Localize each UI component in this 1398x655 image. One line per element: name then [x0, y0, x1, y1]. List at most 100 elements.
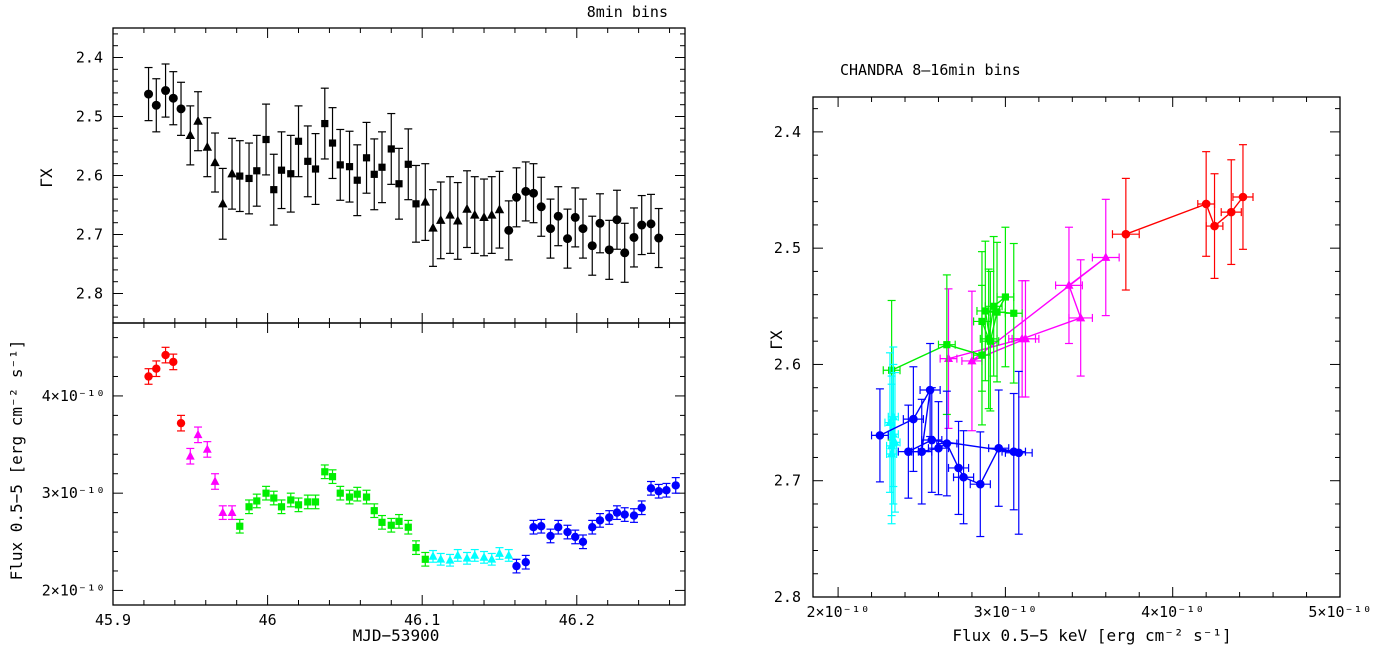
right-y-axis-title: ΓX [767, 330, 786, 350]
bottom-data-point [236, 522, 244, 530]
top-data-point [227, 168, 237, 178]
right-data-point [959, 472, 968, 482]
bottom-data-point [277, 503, 286, 511]
top-data-point [521, 186, 531, 196]
bottom-data-point [470, 550, 480, 559]
top-data-point [504, 225, 514, 235]
right-x-tick-label: 3×10⁻¹⁰ [974, 603, 1037, 621]
top-data-point [462, 203, 472, 213]
bottom-data-point [345, 493, 354, 501]
bottom-data-point [353, 490, 361, 498]
bottom-data-point [169, 357, 178, 367]
bottom-data-point [462, 553, 472, 562]
right-y-tick-label: 2.4 [774, 123, 801, 141]
bottom-data-point [529, 523, 538, 532]
bottom-y-axis-title: Flux 0.5−5 [erg cm⁻² s⁻¹] [7, 340, 26, 581]
right-data-point [978, 317, 986, 326]
top-data-point [202, 141, 213, 151]
bottom-data-point [637, 503, 646, 512]
left-chart-title: 8min bins [587, 3, 668, 21]
top-data-point [420, 196, 431, 206]
bottom-x-tick-label: 45.9 [95, 611, 131, 629]
bottom-data-point [436, 554, 446, 563]
bottom-x-tick-label: 46.1 [404, 611, 440, 629]
right-data-point [917, 447, 927, 456]
bottom-data-point [287, 496, 295, 504]
top-data-point [620, 248, 630, 258]
top-data-point [470, 209, 480, 219]
bottom-data-point [362, 493, 371, 501]
bottom-data-point [262, 489, 270, 497]
bottom-y-tick-label: 2×10⁻¹⁰ [42, 581, 105, 599]
right-data-point [1210, 221, 1219, 231]
bottom-data-point [245, 503, 253, 511]
top-data-point [595, 218, 605, 228]
bottom-data-point [202, 444, 212, 453]
bottom-data-point [521, 558, 530, 567]
bottom-data-point [495, 548, 504, 557]
bottom-data-point [210, 476, 220, 485]
right-data-point [943, 341, 951, 349]
right-y-tick-label: 2.8 [774, 588, 801, 606]
bottom-data-point [378, 518, 386, 526]
right-data-point [1064, 280, 1074, 289]
top-data-point [168, 93, 178, 103]
top-y-axis-title: ΓX [37, 168, 56, 188]
top-data-point [311, 165, 320, 173]
bottom-data-point [185, 451, 195, 460]
bottom-y-tick-label: 3×10⁻¹⁰ [42, 484, 105, 502]
top-y-tick-label: 2.7 [76, 226, 103, 244]
top-data-point [563, 234, 573, 244]
top-data-point [528, 188, 538, 198]
bottom-data-point [270, 494, 278, 502]
top-data-point [546, 224, 556, 234]
top-data-point [412, 200, 420, 208]
right-series-line [879, 389, 1019, 486]
right-data-point [994, 443, 1004, 453]
top-data-point [404, 160, 412, 168]
bottom-data-point [161, 350, 170, 360]
top-data-point [362, 154, 371, 162]
bottom-data-point [152, 364, 161, 373]
right-data-point [904, 447, 913, 456]
right-data-point [1014, 448, 1024, 458]
top-data-point [494, 204, 505, 214]
top-data-point [277, 166, 286, 174]
right-x-tick-label: 2×10⁻¹⁰ [806, 603, 869, 621]
top-data-point [387, 145, 395, 153]
right-data-point [967, 355, 977, 365]
right-data-point [1076, 312, 1086, 322]
gamma-vs-flux-panel: 2×10⁻¹⁰ 3×10⁻¹⁰ 4×10⁻¹⁰ 5×10⁻¹⁰ 2.4 2.5 2.6 2.7… [774, 96, 1372, 621]
bottom-data-point [193, 429, 203, 439]
right-x-axis-title: Flux 0.5−5 keV [erg cm⁻² s⁻¹] [952, 626, 1231, 645]
top-data-point [287, 170, 295, 178]
bottom-data-point [218, 507, 228, 516]
bottom-data-point [612, 508, 622, 517]
top-data-point [294, 137, 303, 145]
top-data-point [193, 115, 203, 125]
top-data-point [270, 186, 278, 194]
right-panel-frame [812, 96, 1341, 598]
top-data-point [345, 163, 354, 171]
top-data-point [378, 163, 386, 171]
flux-vs-time-panel: 45.9 46 46.1 46.2 2×10⁻¹⁰ 3×10⁻¹⁰ 4×10⁻¹⁰ [42, 322, 686, 629]
right-x-tick-label: 4×10⁻¹⁰ [1141, 603, 1204, 621]
top-data-point [612, 215, 622, 225]
right-data-point [925, 385, 935, 395]
bottom-data-point [571, 532, 580, 542]
top-y-tick-label: 2.5 [76, 108, 103, 126]
bottom-data-point [605, 513, 614, 522]
top-data-point [587, 241, 597, 251]
top-data-point [553, 211, 563, 221]
top-data-point [395, 180, 403, 188]
bottom-data-point [554, 523, 563, 532]
right-data-point [954, 463, 963, 473]
right-chart-title: CHANDRA 8–16min bins [840, 61, 1021, 79]
top-y-tick-label: 2.8 [76, 285, 103, 303]
bottom-data-point [370, 507, 378, 515]
top-data-point [218, 198, 228, 208]
bottom-data-point [578, 537, 588, 546]
right-data-point [990, 302, 998, 310]
